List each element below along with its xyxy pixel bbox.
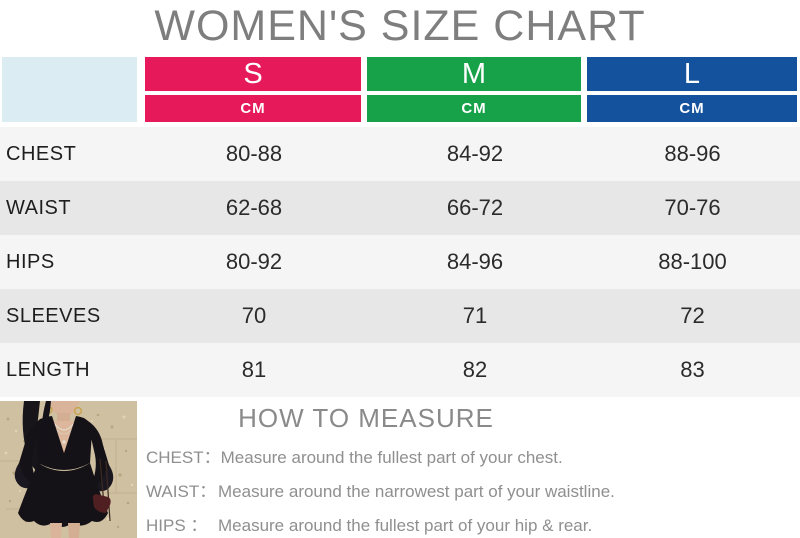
measure-label: CHEST： <box>146 448 221 467</box>
size-header-s: S <box>145 57 361 91</box>
table-row-sleeves: SLEEVES 70 71 72 <box>0 289 800 343</box>
row-label: WAIST <box>6 196 72 219</box>
cell-value: 72 <box>680 303 705 328</box>
size-chart-table: S CM M CM L CM CHEST 80-88 84-92 88-96 W… <box>0 57 800 397</box>
cell-value: 80-92 <box>225 249 283 274</box>
row-label: CHEST <box>6 142 77 165</box>
cell-value: 70 <box>241 303 267 328</box>
unit-header-s: CM <box>145 95 361 122</box>
table-row-chest: CHEST 80-88 84-92 88-96 <box>0 127 800 181</box>
row-label: SLEEVES <box>6 304 101 327</box>
size-column-m: M CM <box>367 57 581 122</box>
unit-header-m: CM <box>367 95 581 122</box>
measure-text: Measure around the fullest part of your … <box>220 448 563 467</box>
unit-header-l: CM <box>587 95 797 122</box>
cell-value: 88-96 <box>664 141 721 166</box>
model-photo <box>0 401 137 538</box>
measure-line-hips: HIPS ： Measure around the fullest part of… <box>146 515 800 536</box>
how-to-measure-section: HOW TO MEASURE CHEST：Measure around the … <box>0 401 800 538</box>
row-label: HIPS <box>6 250 55 273</box>
measure-label: WAIST： <box>146 482 217 501</box>
cell-value: 84-92 <box>446 141 504 166</box>
size-column-s: S CM <box>145 57 361 122</box>
table-row-waist: WAIST 62-68 66-72 70-76 <box>0 181 800 235</box>
measure-text: Measure around the fullest part of your … <box>218 516 593 535</box>
cell-value: 81 <box>241 357 267 382</box>
size-column-l: L CM <box>587 57 797 122</box>
table-corner-cell <box>2 57 137 122</box>
measure-text-block: HOW TO MEASURE CHEST：Measure around the … <box>137 401 800 538</box>
cell-value: 66-72 <box>446 195 504 220</box>
measure-heading: HOW TO MEASURE <box>238 403 494 433</box>
cell-value: 80-88 <box>225 141 283 166</box>
cell-value: 82 <box>462 357 488 382</box>
cell-value: 70-76 <box>664 195 721 220</box>
measure-line-chest: CHEST：Measure around the fullest part of… <box>146 447 800 468</box>
cell-value: 83 <box>680 357 705 382</box>
measure-line-waist: WAIST： Measure around the narrowest part … <box>146 481 800 502</box>
size-header-l: L <box>587 57 797 91</box>
cell-value: 84-96 <box>446 249 504 274</box>
table-row-hips: HIPS 80-92 84-96 88-100 <box>0 235 800 289</box>
page-title: WOMEN'S SIZE CHART <box>154 2 646 50</box>
cell-value: 71 <box>462 303 488 328</box>
measure-text: Measure around the narrowest part of you… <box>218 482 615 501</box>
cell-value: 88-100 <box>658 249 727 274</box>
row-label: LENGTH <box>6 358 91 381</box>
table-body: CHEST 80-88 84-92 88-96 WAIST 62-68 66-7… <box>0 127 800 397</box>
table-row-length: LENGTH 81 82 83 <box>0 343 800 397</box>
table-header-row: S CM M CM L CM <box>0 57 800 122</box>
size-header-m: M <box>367 57 581 91</box>
cell-value: 62-68 <box>225 195 283 220</box>
measure-label: HIPS ： <box>146 516 208 535</box>
